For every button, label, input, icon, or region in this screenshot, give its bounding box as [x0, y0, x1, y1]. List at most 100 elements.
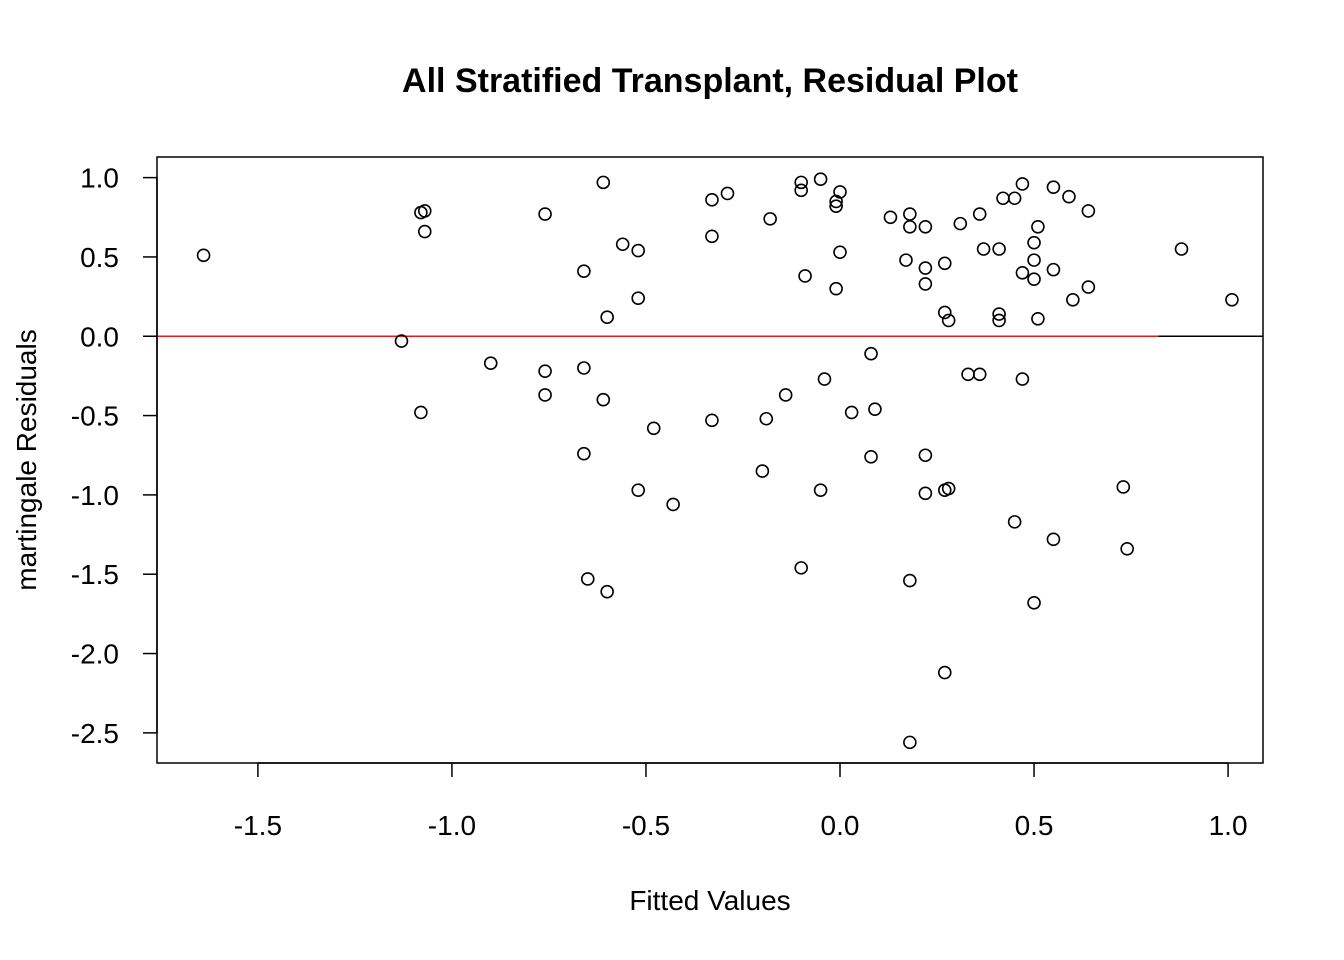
y-tick-label: -2.5 — [71, 718, 119, 749]
data-point — [1027, 235, 1041, 250]
data-point — [1046, 532, 1061, 547]
data-point — [833, 245, 847, 259]
data-point — [941, 313, 956, 328]
data-point — [577, 446, 591, 461]
data-point — [918, 261, 933, 275]
data-point — [798, 269, 812, 283]
data-point — [992, 242, 1006, 256]
y-tick-label: -0.5 — [71, 401, 119, 432]
data-point — [972, 207, 987, 221]
data-point — [755, 464, 770, 478]
data-point — [1174, 242, 1189, 256]
x-tick-label: 1.0 — [1209, 810, 1248, 841]
y-tick-label: 0.5 — [80, 242, 119, 273]
data-point — [829, 281, 843, 296]
data-point — [844, 405, 859, 420]
data-point — [1081, 204, 1096, 218]
data-point — [631, 243, 646, 258]
data-point — [705, 193, 719, 207]
data-point — [417, 224, 432, 239]
data-point — [778, 388, 793, 402]
x-tick-label: -0.5 — [622, 810, 670, 841]
data-point — [705, 229, 719, 244]
x-tick-label: 0.5 — [1015, 810, 1054, 841]
data-point — [646, 421, 661, 436]
data-point — [600, 584, 614, 599]
data-point — [600, 310, 614, 325]
y-axis: 1.0 0.5 0.0 -0.5 -1.0 -1.5 -2.0 -2.5 — [71, 163, 158, 749]
y-axis-label: martingale Residuals — [11, 329, 42, 590]
data-point — [1015, 177, 1030, 191]
data-point — [953, 216, 968, 231]
data-point — [937, 256, 952, 271]
data-point — [903, 220, 917, 234]
data-point — [794, 183, 808, 198]
data-point — [868, 402, 882, 417]
data-point — [864, 450, 878, 464]
data-point — [996, 191, 1010, 206]
data-point — [883, 210, 898, 225]
data-point — [705, 413, 719, 428]
data-point — [580, 572, 595, 586]
data-point — [1116, 480, 1131, 494]
data-point — [483, 356, 498, 371]
data-point — [817, 372, 832, 386]
data-point — [666, 497, 680, 512]
data-point — [394, 334, 409, 348]
data-point — [899, 253, 913, 267]
data-point — [417, 204, 432, 218]
data-point — [538, 364, 552, 378]
data-point — [794, 561, 808, 575]
data-point — [1031, 220, 1045, 234]
plot-frame — [156, 156, 1264, 764]
data-point — [813, 172, 828, 187]
data-point — [1007, 515, 1022, 529]
data-point — [903, 735, 917, 750]
data-point — [918, 486, 933, 501]
data-point — [596, 175, 611, 190]
data-point — [1027, 272, 1041, 286]
data-point — [1007, 191, 1022, 206]
data-point — [763, 212, 777, 226]
data-point — [1046, 262, 1061, 277]
data-point — [538, 388, 552, 402]
data-point — [992, 307, 1006, 321]
x-axis: -1.5 -1.0 -0.5 0.0 0.5 1.0 — [234, 762, 1248, 841]
data-point — [1027, 595, 1041, 610]
data-point — [976, 242, 991, 256]
data-point — [794, 175, 808, 190]
data-point — [596, 392, 611, 407]
data-point — [937, 305, 952, 320]
data-point — [1027, 253, 1041, 267]
data-point — [813, 483, 828, 497]
data-point — [918, 448, 933, 463]
data-point — [1120, 542, 1134, 556]
chart-title: All Stratified Transplant, Residual Plot — [402, 62, 1018, 100]
data-point — [918, 220, 933, 234]
data-point — [1046, 180, 1061, 194]
data-point — [972, 367, 987, 382]
data-point — [577, 264, 591, 279]
x-tick-label: -1.5 — [234, 810, 282, 841]
data-point — [538, 207, 552, 221]
data-point — [1015, 372, 1030, 386]
data-point — [864, 346, 878, 361]
data-point — [577, 361, 591, 375]
data-point — [829, 199, 843, 213]
x-tick-label: -1.0 — [428, 810, 476, 841]
data-point — [1062, 189, 1076, 204]
data-point — [833, 185, 847, 199]
data-point — [615, 237, 630, 252]
data-point — [941, 481, 956, 496]
y-tick-label: -1.5 — [71, 559, 119, 590]
data-point — [414, 405, 428, 420]
data-point — [992, 313, 1006, 328]
data-point — [903, 207, 917, 221]
data-point — [1225, 292, 1239, 307]
data-point — [918, 277, 933, 291]
y-tick-label: -2.0 — [71, 639, 119, 670]
y-tick-label: 0.0 — [80, 321, 119, 352]
data-point — [196, 248, 211, 263]
y-tick-label: -1.0 — [71, 480, 119, 511]
